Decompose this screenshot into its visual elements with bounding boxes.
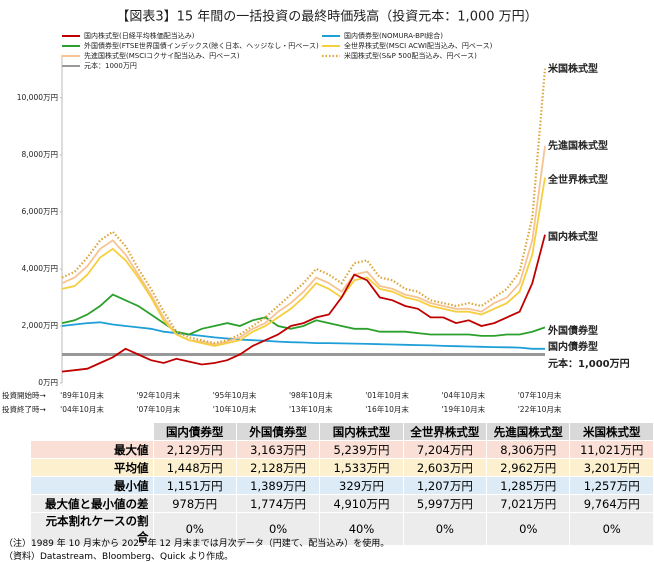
end-label: 外国債券型 — [547, 324, 598, 337]
end-label: 国内株式型 — [548, 230, 598, 243]
row-label: 最大値 — [30, 440, 154, 459]
row-label: 最大値と最小値の差 — [30, 494, 154, 513]
legend-label: 米国株式型(S&P 500配当込み、円ベース) — [344, 51, 477, 60]
series-line — [61, 234, 546, 373]
cell: 1,151万円 — [152, 476, 237, 495]
chart-title: 【図表3】15 年間の一括投資の最終時価残高（投資元本：1,000 万円） — [116, 9, 537, 25]
x-tick-label: '04年10月末 — [441, 390, 485, 400]
row-label: 投資開始時→ — [2, 390, 46, 400]
x-tick-label: '13年10月末 — [289, 404, 333, 414]
cell: 978万円 — [152, 494, 237, 513]
legend-label: 国内株式型(日経平均株価配当込み) — [84, 31, 195, 40]
end-label: 全世界株式型 — [547, 173, 608, 186]
series-line — [61, 177, 546, 347]
x-tick-label: '10年10月末 — [213, 404, 257, 414]
y-tick-label: 6,000万円 — [22, 207, 58, 216]
table-row: 平均値 1,448万円 2,128万円 1,533万円 2,603万円 2,962万円 3,… — [30, 458, 654, 477]
series-line — [61, 321, 545, 350]
y-tick-label: 8,000万円 — [22, 150, 58, 159]
header-cell: 国内債券型 — [152, 422, 237, 441]
row-label: 元本割れケースの割合 — [30, 512, 154, 546]
x-tick-label: '04年10月末 — [60, 404, 104, 414]
cell: 1,533万円 — [319, 458, 404, 477]
x-tick-label: '92年10月末 — [136, 390, 180, 400]
cell: 1,207万円 — [402, 476, 488, 495]
y-tick-label: 4,000万円 — [22, 264, 58, 273]
cell: 0% — [235, 512, 321, 546]
series-line — [61, 145, 546, 346]
cell: 8,306万円 — [486, 440, 571, 459]
table-row: 最大値と最小値の差 978万円 1,774万円 4,910万円 5,997万円 7,021… — [30, 494, 654, 513]
cell: 1,448万円 — [152, 458, 237, 477]
cell: 40% — [319, 512, 404, 546]
cell: 7,021万円 — [486, 494, 571, 513]
x-tick-label: '95年10月末 — [213, 390, 257, 400]
header-cell: 国内株式型 — [319, 422, 404, 441]
cell: 2,962万円 — [486, 458, 571, 477]
cell: 3,163万円 — [235, 440, 321, 459]
cell: 3,201万円 — [569, 458, 654, 477]
end-label: 元本：1,000万円 — [548, 357, 630, 370]
legend-label: 全世界株式型(MSCI ACWI配当込み、円ベース) — [344, 41, 493, 50]
cell: 1,257万円 — [569, 476, 654, 495]
source: （資料）Datastream、Bloomberg、Quick より作成。 — [4, 552, 234, 562]
x-tick-label: '16年10月末 — [365, 404, 409, 414]
table-row: 最小値 1,151万円 1,389万円 329万円 1,207万円 1,285万円 1,25… — [30, 476, 654, 495]
cell: 0% — [569, 512, 654, 546]
series-line — [61, 68, 547, 345]
cell: 5,997万円 — [402, 494, 488, 513]
x-tick-label: '98年10月末 — [289, 390, 333, 400]
legend-label: 外国債券型(FTSE世界国債インデックス(除く日本、ヘッジなし・円ベース) — [84, 41, 319, 50]
header-row: 国内債券型 外国債券型 国内株式型 全世界株式型 先進国株式型 米国株式型 — [30, 422, 654, 441]
cell: 329万円 — [319, 476, 404, 495]
table-row: 最大値 2,129万円 3,163万円 5,239万円 7,204万円 8,306万円 11… — [30, 440, 654, 459]
cell: 2,603万円 — [402, 458, 488, 477]
cell: 0% — [486, 512, 571, 546]
end-label: 国内債券型 — [548, 340, 598, 353]
end-label: 米国株式型 — [548, 62, 598, 75]
x-tick-label: '01年10月末 — [365, 390, 409, 400]
legend-label: 国内債券型(NOMURA-BPI総合) — [344, 31, 443, 40]
cell: 1,389万円 — [235, 476, 321, 495]
header-cell: 米国株式型 — [569, 422, 654, 441]
x-tick-label: '89年10月末 — [60, 390, 104, 400]
summary-table: 国内債券型 外国債券型 国内株式型 全世界株式型 先進国株式型 米国株式型 最大値 2,129… — [30, 422, 654, 546]
cell: 0% — [402, 512, 488, 546]
series-line — [61, 293, 546, 337]
cell: 1,774万円 — [235, 494, 321, 513]
x-tick-label: '07年10月末 — [136, 404, 180, 414]
cell: 2,128万円 — [235, 458, 321, 477]
cell: 9,764万円 — [569, 494, 654, 513]
cell: 0% — [152, 512, 237, 546]
cell: 7,204万円 — [402, 440, 488, 459]
cell: 4,910万円 — [319, 494, 404, 513]
end-label: 先進国株式型 — [548, 139, 608, 152]
cell: 2,129万円 — [152, 440, 237, 459]
cell: 5,239万円 — [319, 440, 404, 459]
row-label: 平均値 — [30, 458, 154, 477]
y-tick-label: 0万円 — [38, 378, 58, 387]
corner-cell — [30, 422, 154, 441]
table-row: 元本割れケースの割合 0% 0% 40% 0% 0% 0% — [30, 512, 654, 546]
y-tick-label: 10,000万円 — [17, 93, 58, 102]
header-cell: 先進国株式型 — [486, 422, 571, 441]
chart: 【図表3】15 年間の一括投資の最終時価残高（投資元本：1,000 万円） 0万… — [2, 9, 630, 415]
x-tick-label: '19年10月末 — [441, 404, 485, 414]
row-label: 最小値 — [30, 476, 154, 495]
cell: 11,021万円 — [569, 440, 654, 459]
x-tick-label: '22年10月末 — [518, 404, 562, 414]
header-cell: 全世界株式型 — [402, 422, 488, 441]
row-label: 投資終了時→ — [2, 404, 46, 414]
x-tick-label: '07年10月末 — [518, 390, 562, 400]
legend-label: 元本：1000万円 — [84, 61, 137, 70]
legend-label: 先進国株式型(MSCIコクサイ配当込み、円ベース) — [84, 51, 240, 60]
note: （注）1989 年 10 月末から 2023 年 12 月末までは月次データ（円… — [4, 539, 390, 549]
header-cell: 外国債券型 — [235, 422, 321, 441]
cell: 1,285万円 — [486, 476, 571, 495]
y-tick-label: 2,000万円 — [22, 321, 58, 330]
